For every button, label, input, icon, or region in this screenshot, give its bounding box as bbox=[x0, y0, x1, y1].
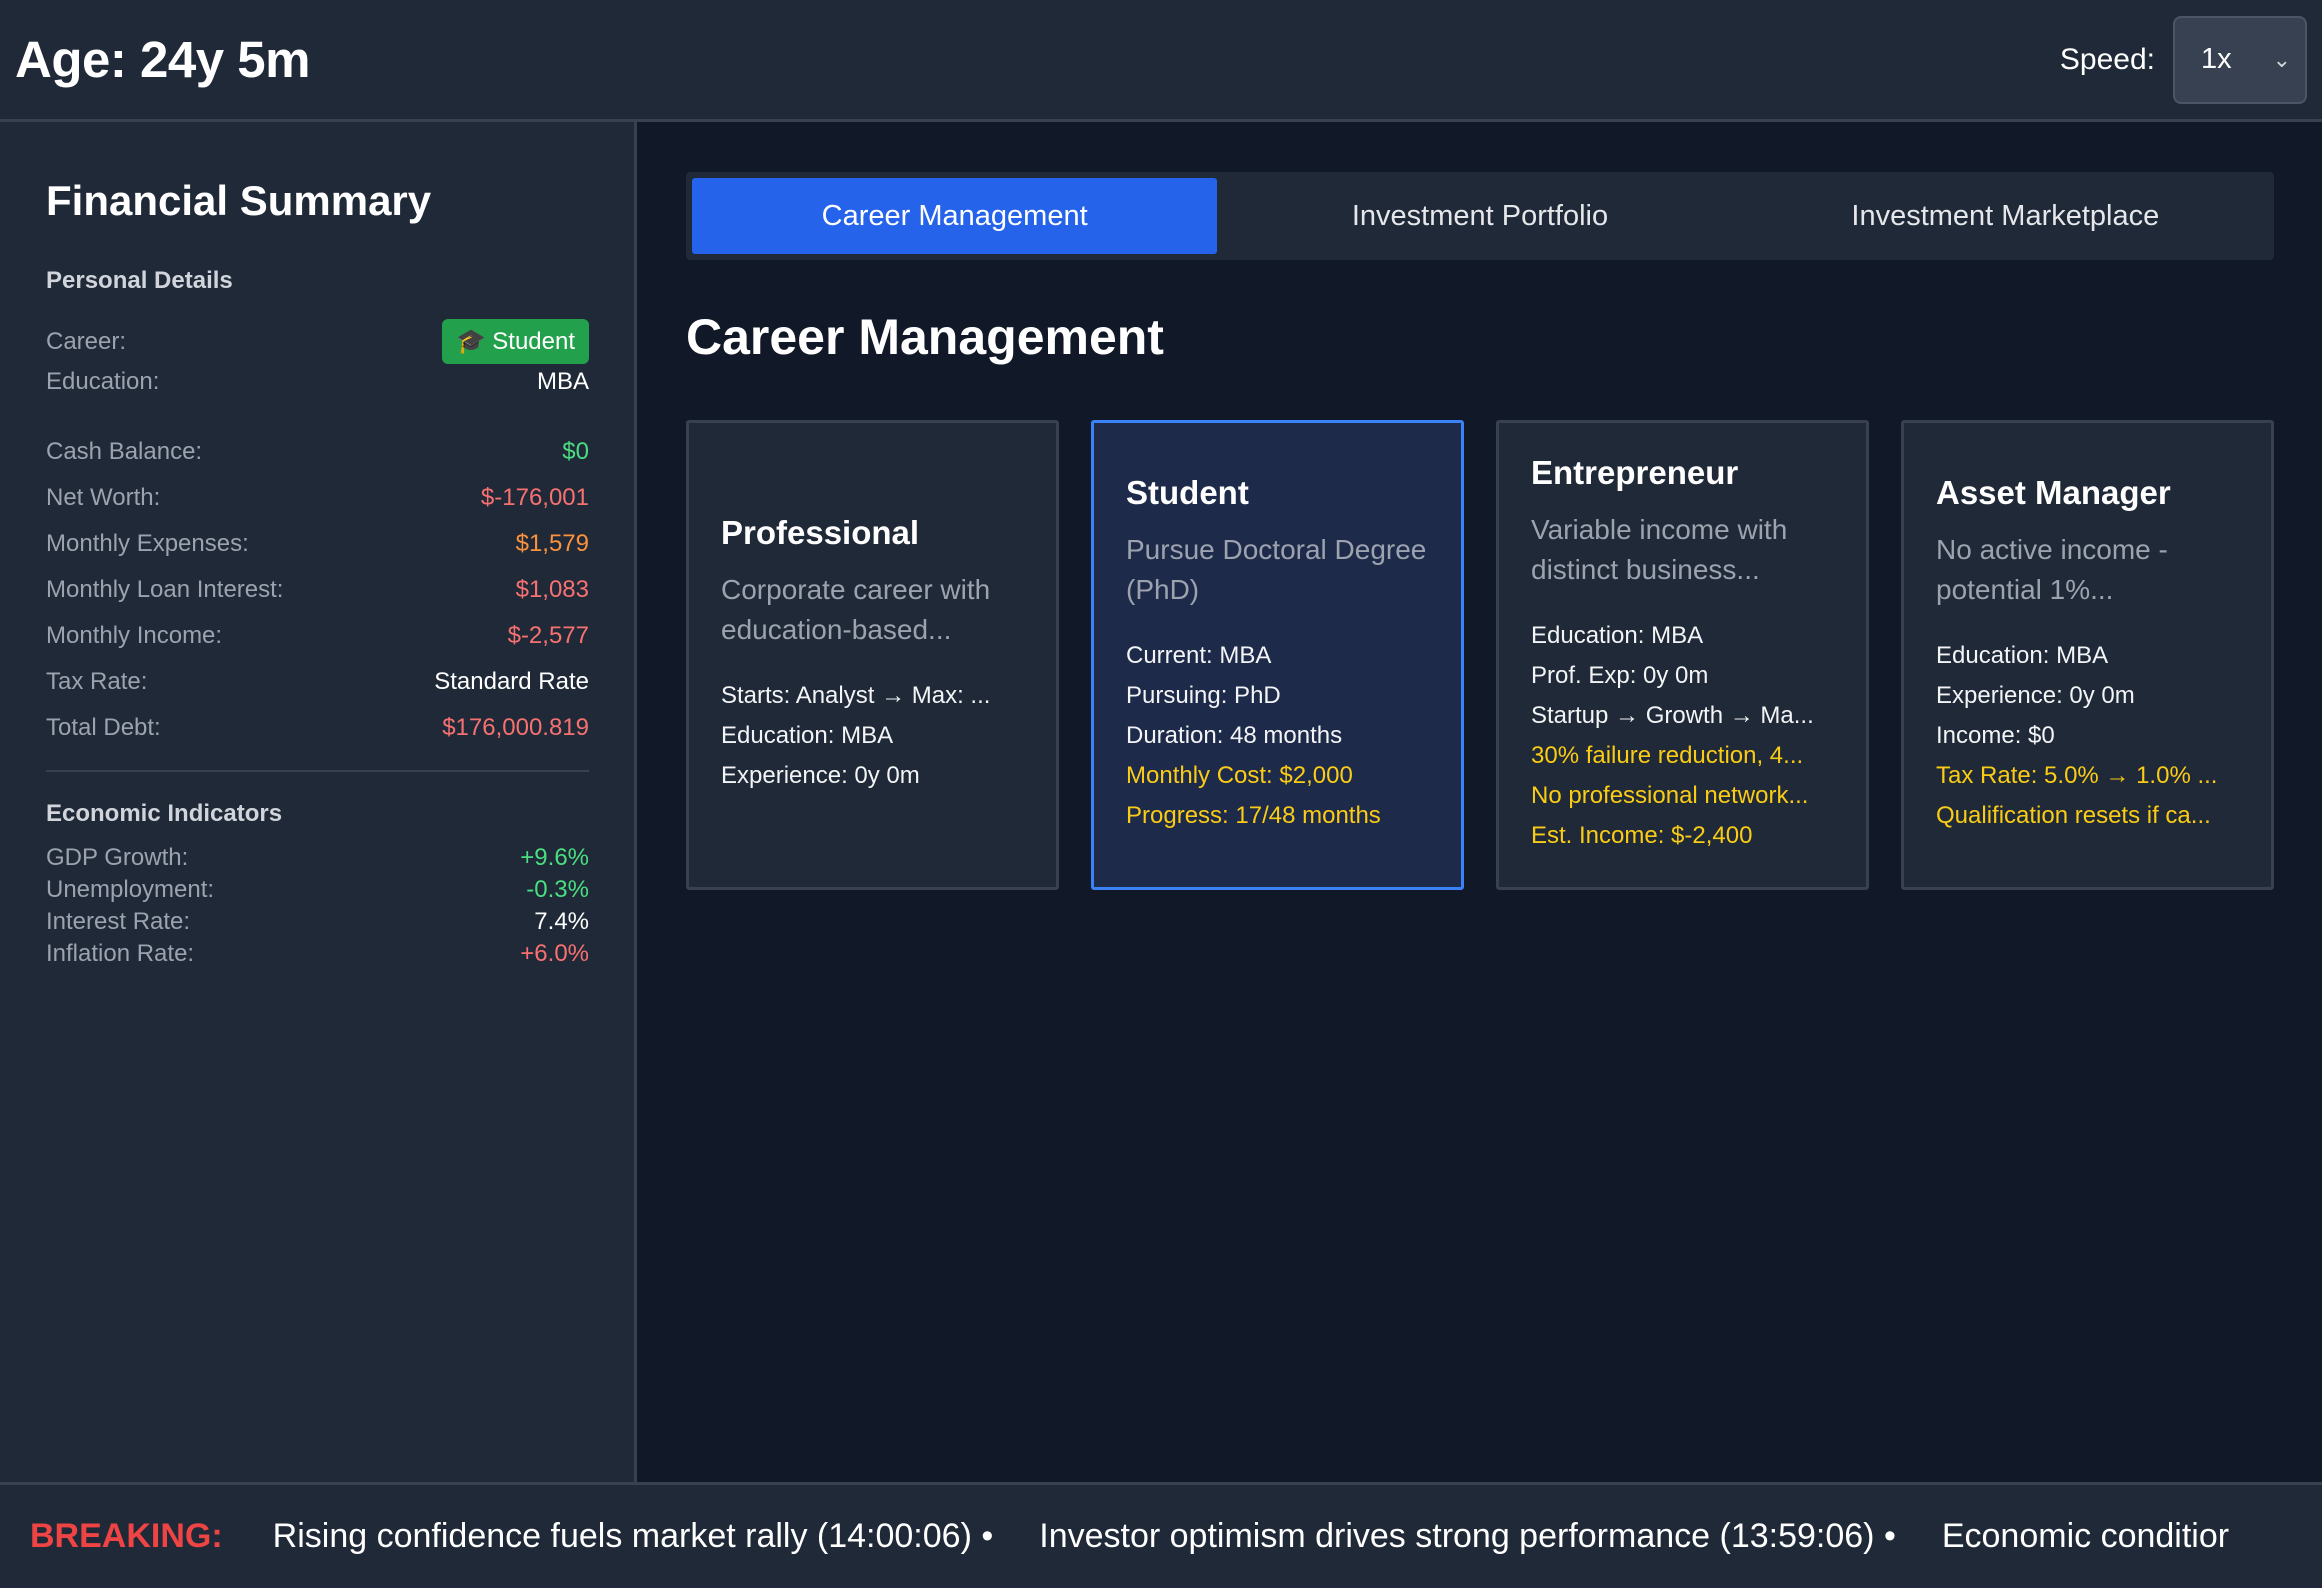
stat-row: Tax Rate: Standard Rate bbox=[46, 668, 589, 696]
age-display: Age: 24y 5m bbox=[15, 31, 310, 88]
speed-control: Speed: 1x ⌄ bbox=[2059, 15, 2307, 104]
card-detail: Tax Rate: 5.0% → 1.0% ... bbox=[1936, 762, 2218, 789]
page-title: Career Management bbox=[686, 309, 1164, 365]
news-item: Economic conditior bbox=[1941, 1517, 2230, 1555]
stat-label: Tax Rate: bbox=[46, 668, 148, 695]
breaking-label: BREAKING: bbox=[30, 1517, 223, 1555]
stat-value: Standard Rate bbox=[434, 668, 589, 695]
stat-label: Total Debt: bbox=[46, 714, 161, 741]
stat-value: $1,579 bbox=[515, 530, 589, 557]
personal-details-heading: Personal Details bbox=[46, 267, 233, 294]
stat-value: $1,083 bbox=[515, 576, 589, 603]
stat-label: Monthly Loan Interest: bbox=[46, 576, 284, 603]
indicator-value: +9.6% bbox=[520, 844, 589, 871]
speed-value: 1x bbox=[2201, 43, 2232, 75]
card-description: No active income - potential 1%... bbox=[1936, 534, 2168, 605]
card-title: Asset Manager bbox=[1936, 474, 2171, 511]
top-bar: Age: 24y 5m Speed: 1x ⌄ bbox=[0, 0, 2322, 122]
education-label: Education: bbox=[46, 368, 160, 395]
career-card-professional[interactable]: Professional Corporate career with educa… bbox=[686, 420, 1059, 890]
stat-label: Cash Balance: bbox=[46, 438, 203, 465]
stat-row: Monthly Income: $-2,577 bbox=[46, 622, 589, 650]
stat-value: $-2,577 bbox=[507, 622, 589, 649]
card-detail: Qualification resets if ca... bbox=[1936, 802, 2211, 829]
card-title: Entrepreneur bbox=[1531, 454, 1739, 491]
indicator-row: GDP Growth: +9.6% bbox=[46, 842, 589, 874]
stat-row: Monthly Expenses: $1,579 bbox=[46, 530, 589, 558]
stat-row: Cash Balance: $0 bbox=[46, 438, 589, 466]
stats-list: Cash Balance: $0 Net Worth: $-176,001 Monthl… bbox=[46, 438, 589, 742]
tab-bar: Career Management Investment Portfolio I… bbox=[686, 172, 2274, 260]
tab-career-management[interactable]: Career Management bbox=[692, 178, 1218, 254]
economic-indicators-heading: Economic Indicators bbox=[46, 800, 283, 827]
indicator-label: GDP Growth: bbox=[46, 844, 189, 871]
indicator-value: +6.0% bbox=[520, 940, 589, 967]
speed-label: Speed: bbox=[2059, 42, 2155, 76]
divider bbox=[46, 770, 589, 772]
card-detail: Starts: Analyst → Max: ... bbox=[721, 682, 991, 709]
graduation-cap-icon: 🎓 bbox=[456, 328, 487, 355]
indicator-label: Interest Rate: bbox=[46, 908, 191, 935]
main-content: Career Management Investment Portfolio I… bbox=[640, 122, 2322, 1482]
stat-label: Monthly Expenses: bbox=[46, 530, 249, 557]
economic-indicators-list: GDP Growth: +9.6% Unemployment: -0.3% Intere… bbox=[46, 842, 589, 970]
education-value: MBA bbox=[536, 368, 589, 395]
tab-investment-marketplace[interactable]: Investment Marketplace bbox=[1851, 199, 2160, 232]
chevron-down-icon: ⌄ bbox=[2272, 46, 2291, 72]
card-description: Variable income with distinct business..… bbox=[1531, 514, 1788, 585]
indicator-row: Interest Rate: 7.4% bbox=[46, 906, 589, 938]
card-detail: Monthly Cost: $2,000 bbox=[1126, 762, 1353, 789]
career-card-entrepreneur[interactable]: Entrepreneur Variable income with distin… bbox=[1496, 420, 1869, 890]
news-item: Investor optimism drives strong performa… bbox=[1039, 1517, 1896, 1555]
career-label: Career: bbox=[46, 327, 127, 355]
card-title: Professional bbox=[721, 514, 920, 551]
career-badge: 🎓 Student bbox=[442, 319, 589, 364]
card-title: Student bbox=[1126, 474, 1249, 511]
card-detail: Experience: 0y 0m bbox=[721, 762, 920, 789]
stat-row: Net Worth: $-176,001 bbox=[46, 484, 589, 512]
indicator-value: -0.3% bbox=[526, 876, 589, 903]
card-description: Corporate career with education-based... bbox=[721, 574, 991, 645]
education-row: Education: MBA bbox=[46, 368, 589, 396]
panel-title: Financial Summary bbox=[46, 177, 432, 224]
card-detail: Current: MBA bbox=[1126, 642, 1272, 669]
stat-value: $-176,001 bbox=[480, 484, 589, 511]
career-card-asset-manager[interactable]: Asset Manager No active income - potenti… bbox=[1901, 420, 2274, 890]
speed-select[interactable]: 1x ⌄ bbox=[2173, 15, 2307, 104]
stat-value: $0 bbox=[562, 438, 589, 465]
career-card-student[interactable]: Student Pursue Doctoral Degree (PhD) Cur… bbox=[1091, 420, 1464, 890]
card-detail: Duration: 48 months bbox=[1126, 722, 1343, 749]
stat-row: Total Debt: $176,000.819 bbox=[46, 714, 589, 742]
stat-label: Net Worth: bbox=[46, 484, 161, 511]
career-badge-label: Student bbox=[492, 327, 575, 355]
card-detail: Experience: 0y 0m bbox=[1936, 682, 2135, 709]
card-detail: Progress: 17/48 months bbox=[1126, 802, 1381, 829]
stat-label: Monthly Income: bbox=[46, 622, 223, 649]
stat-row: Monthly Loan Interest: $1,083 bbox=[46, 576, 589, 604]
card-detail: Est. Income: $-2,400 bbox=[1531, 822, 1753, 849]
indicator-row: Inflation Rate: +6.0% bbox=[46, 938, 589, 970]
card-detail: Income: $0 bbox=[1936, 722, 2055, 749]
card-detail: Prof. Exp: 0y 0m bbox=[1531, 662, 1709, 689]
card-detail: Pursuing: PhD bbox=[1126, 682, 1281, 709]
card-detail: No professional network... bbox=[1531, 782, 1809, 809]
stat-value: $176,000.819 bbox=[442, 714, 589, 741]
indicator-label: Inflation Rate: bbox=[46, 940, 195, 967]
card-detail: Education: MBA bbox=[1531, 622, 1704, 649]
news-ticker: BREAKING: Rising confidence fuels market… bbox=[0, 1482, 2322, 1588]
career-row: Career: 🎓 Student bbox=[46, 319, 589, 364]
card-detail: 30% failure reduction, 4... bbox=[1531, 742, 1804, 769]
financial-summary-panel: Financial Summary Personal Details Caree… bbox=[0, 122, 637, 1482]
indicator-row: Unemployment: -0.3% bbox=[46, 874, 589, 906]
card-detail: Education: MBA bbox=[721, 722, 894, 749]
tab-investment-portfolio[interactable]: Investment Portfolio bbox=[1351, 199, 1609, 232]
news-item: Rising confidence fuels market rally (14… bbox=[272, 1517, 994, 1555]
card-description: Pursue Doctoral Degree (PhD) bbox=[1126, 534, 1427, 605]
indicator-label: Unemployment: bbox=[46, 876, 215, 903]
card-detail: Startup → Growth → Ma... bbox=[1531, 702, 1814, 729]
card-detail: Education: MBA bbox=[1936, 642, 2109, 669]
indicator-value: 7.4% bbox=[534, 908, 589, 935]
